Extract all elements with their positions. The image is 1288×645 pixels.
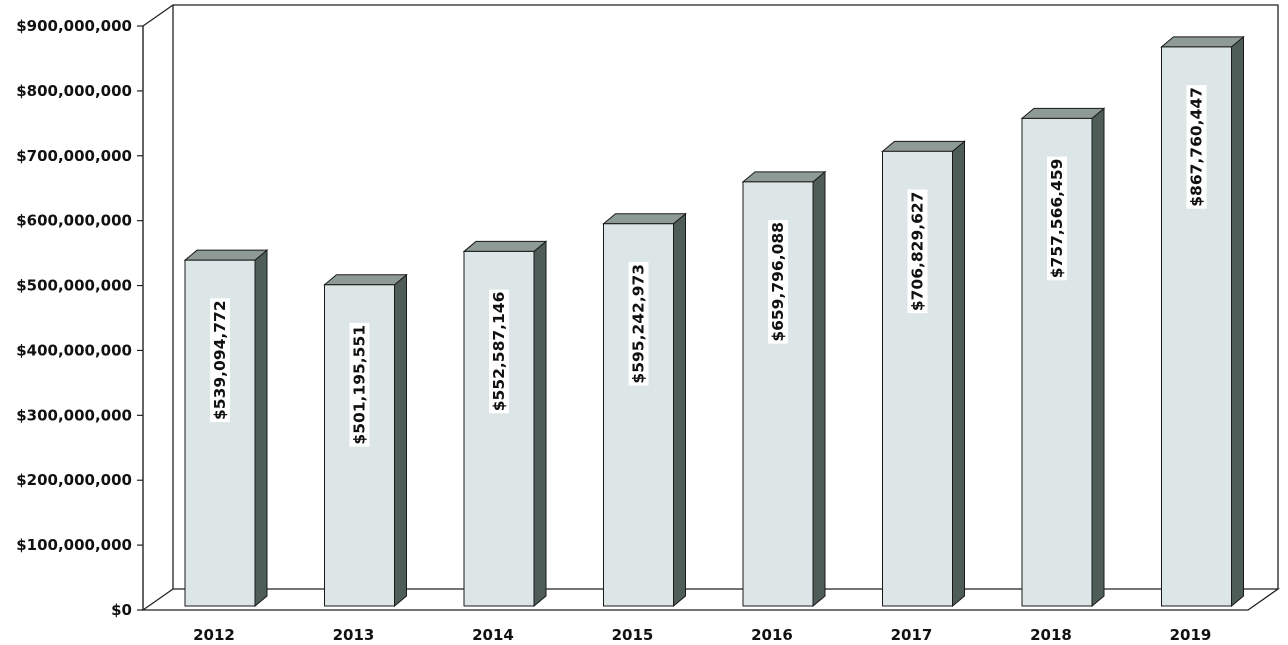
- data-label-bg: [628, 261, 649, 386]
- bar-top: [183, 249, 269, 261]
- bar-side: [952, 140, 965, 608]
- bar-2013: $501,195,551: [323, 273, 408, 608]
- x-tick-label: 2013: [333, 626, 375, 644]
- bar-side: [254, 249, 268, 608]
- data-label: $552,587,146: [489, 289, 509, 414]
- data-label: $757,566,459: [1047, 156, 1067, 281]
- y-tick-label: $500,000,000: [16, 277, 132, 295]
- y-tick-label: $300,000,000: [16, 406, 132, 424]
- data-label-bg: [907, 189, 928, 314]
- data-label-text: $539,094,772: [211, 300, 229, 420]
- x-tick-label: 2012: [193, 626, 235, 644]
- y-tick-label: $0: [111, 601, 132, 619]
- y-tick-label: $100,000,000: [16, 536, 132, 554]
- y-tick-label: $400,000,000: [16, 341, 132, 359]
- bar-top: [323, 274, 408, 286]
- data-label-text: $552,587,146: [490, 292, 508, 412]
- bar-side: [673, 212, 686, 608]
- floor: [140, 588, 1281, 611]
- bar-2015: $595,242,973: [602, 212, 687, 608]
- bar-side: [1231, 35, 1244, 608]
- data-label: $501,195,551: [349, 322, 370, 447]
- x-tick-label: 2018: [1030, 626, 1072, 644]
- back-wall-outline: [142, 4, 1279, 589]
- data-label-bg: [349, 322, 370, 447]
- data-label-bg: [210, 298, 230, 423]
- x-axis: 2012 2013 2014 2015 2016 2017 2018 2019: [193, 626, 1211, 644]
- data-label-bg: [489, 289, 509, 414]
- bar-top: [462, 240, 548, 252]
- bar-top: [602, 213, 687, 225]
- x-tick-label: 2017: [891, 626, 933, 644]
- data-label: $706,829,627: [907, 189, 928, 314]
- y-tick-label: $800,000,000: [16, 82, 132, 100]
- data-label-text: $867,760,447: [1188, 87, 1206, 207]
- data-label-bg: [768, 220, 788, 344]
- y-tick-label: $600,000,000: [16, 212, 132, 230]
- data-label-text: $659,796,088: [769, 222, 787, 342]
- y-axis: $0 $100,000,000 $200,000,000 $300,000,000 $4…: [16, 17, 144, 619]
- data-label: $659,796,088: [768, 220, 788, 344]
- data-label-text: $595,242,973: [630, 264, 648, 384]
- data-label: $867,760,447: [1186, 85, 1207, 209]
- y-tick-label: $900,000,000: [16, 17, 132, 35]
- y-tick-label: $700,000,000: [16, 147, 132, 165]
- data-label: $539,094,772: [210, 298, 230, 423]
- bar-side: [812, 170, 826, 608]
- bar-side: [394, 273, 407, 608]
- data-label: $595,242,973: [628, 261, 649, 386]
- bar-2019: $867,760,447: [1160, 35, 1245, 608]
- bars: $539,094,772 $501,195,551 $552,587,146 $595…: [183, 35, 1245, 608]
- bar-2018: $757,566,459: [1020, 107, 1106, 608]
- data-label-text: $501,195,551: [351, 325, 369, 445]
- data-label-bg: [1047, 156, 1067, 281]
- x-tick-label: 2015: [612, 626, 654, 644]
- data-label-bg: [1186, 85, 1207, 209]
- bar-side: [1091, 107, 1105, 608]
- data-label-text: $757,566,459: [1048, 159, 1066, 279]
- x-tick-label: 2014: [472, 626, 514, 644]
- y-tick-label: $200,000,000: [16, 471, 132, 489]
- data-label-text: $706,829,627: [909, 192, 927, 312]
- bar-2016: $659,796,088: [741, 170, 827, 608]
- x-tick-label: 2016: [751, 626, 793, 644]
- x-tick-label: 2019: [1170, 626, 1212, 644]
- bar-side: [533, 240, 547, 608]
- bar-2012: $539,094,772: [183, 249, 269, 608]
- bar-2017: $706,829,627: [881, 140, 966, 608]
- bar-2014: $552,587,146: [462, 240, 548, 608]
- plot-frame: [140, 4, 1281, 611]
- bar-top: [1160, 36, 1245, 48]
- bar-top: [881, 140, 966, 152]
- bar-top: [1020, 107, 1106, 119]
- bar-top: [741, 171, 827, 183]
